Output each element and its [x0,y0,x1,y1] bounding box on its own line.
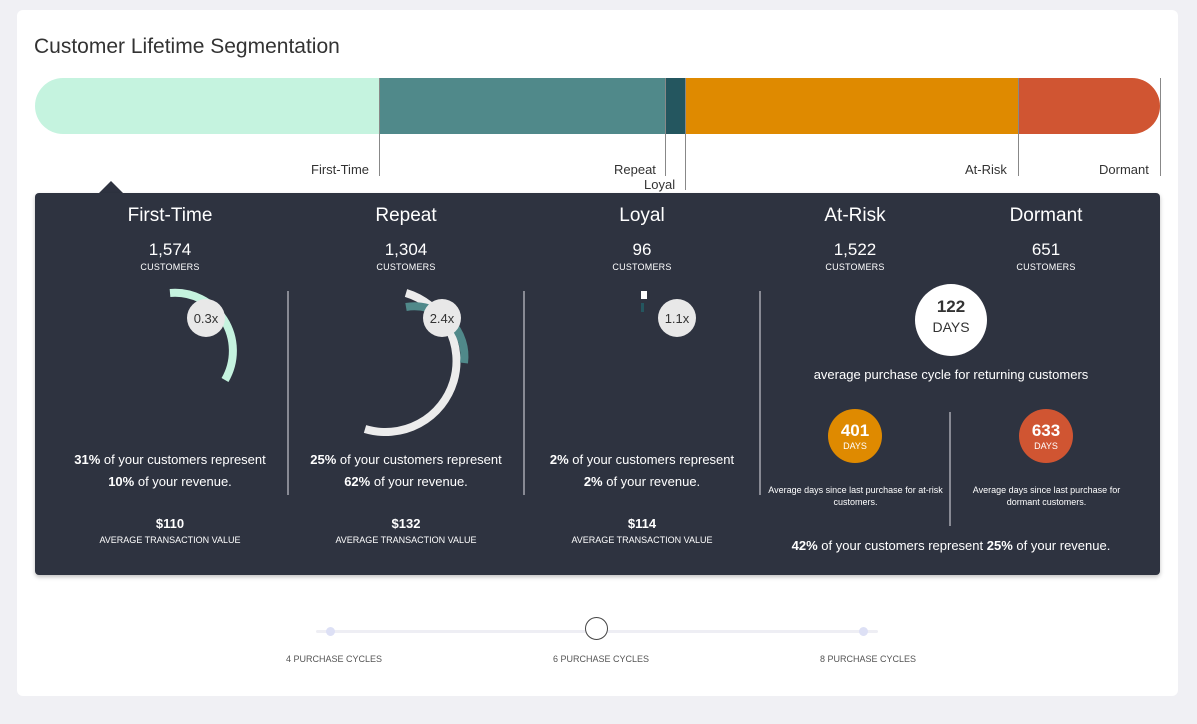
returning-cycle-caption: average purchase cycle for returning cus… [813,367,1089,382]
column-repeat: Repeat 1,304 CUSTOMERS 2.4x 25% of your … [271,193,541,575]
segment-detail-panel: First-Time 1,574 CUSTOMERS 0.3x 31% of y… [35,193,1160,575]
segment-first-time[interactable] [35,78,380,134]
column-divider [523,291,525,495]
bar-label-at-risk: At-Risk [965,162,1007,177]
returning-share-text: of your customers represent [817,538,987,553]
bar-label-repeat: Repeat [614,162,656,177]
marker-repeat [665,78,666,176]
segment-dormant[interactable] [1019,78,1160,134]
segment-name: First-Time [127,205,213,226]
column-divider [287,291,289,495]
share-description: 2% of your customers represent 2% of you… [507,449,777,493]
avg-transaction-label: AVERAGE TRANSACTION VALUE [99,535,241,545]
segment-name: Loyal [619,205,665,226]
marker-at-risk [1018,78,1019,176]
slider-label-8[interactable]: 8 PURCHASE CYCLES [820,654,917,664]
customer-count: 1,304 [384,240,428,259]
dormant-days-circle: 633 DAYS [1019,409,1073,463]
panel-pointer [98,181,124,194]
at-risk-days-circle: 401 DAYS [828,409,882,463]
customer-count: 96 [632,240,652,259]
returning-customers-share: 42% [791,538,818,553]
returning-revenue-text: of your revenue. [1012,538,1111,553]
bar-label-dormant: Dormant [1099,162,1149,177]
segment-loyal[interactable] [666,78,686,134]
customers-share: 31% [74,452,101,467]
page-title: Customer Lifetime Segmentation [34,35,340,58]
avg-transaction-value: $110 [155,516,185,531]
dormant-days-value: 633 [1031,421,1061,440]
customer-count-label: CUSTOMERS [825,262,885,272]
returning-days-circle: 122 DAYS [915,284,987,356]
customer-count-label: CUSTOMERS [376,262,436,272]
avg-transaction-value: $132 [391,516,421,531]
returning-days-unit: DAYS [932,319,970,335]
share-text: of your customers represent [568,452,735,467]
avg-transaction-label: AVERAGE TRANSACTION VALUE [571,535,713,545]
slider-label-4[interactable]: 4 PURCHASE CYCLES [286,654,383,664]
avg-transaction-value: $114 [627,516,657,531]
column-at-risk: At-Risk 1,522 CUSTOMERS [765,193,945,283]
at-risk-days-value: 401 [840,421,870,440]
dormant-days-unit: DAYS [1034,441,1058,451]
column-first-time: First-Time 1,574 CUSTOMERS 0.3x 31% of y… [35,193,305,575]
returning-share-description: 42% of your customers represent 25% of y… [771,538,1131,553]
column-dormant: Dormant 651 CUSTOMERS [955,193,1137,283]
share-description: 25% of your customers represent 62% of y… [271,449,541,493]
slider-stop-8[interactable] [859,627,868,636]
avg-transaction-label: AVERAGE TRANSACTION VALUE [335,535,477,545]
customer-count-label: CUSTOMERS [1016,262,1076,272]
column-divider [949,412,951,526]
bar-label-loyal: Loyal [644,177,676,192]
customer-count-label: CUSTOMERS [140,262,200,272]
returning-days-value: 122 [936,297,966,316]
share-text: of your customers represent [336,452,502,467]
revenue-gauge [641,291,647,312]
multiplier-badge: 0.3x [187,299,225,337]
customer-count-label: CUSTOMERS [612,262,672,272]
at-risk-days-unit: DAYS [843,441,867,451]
column-loyal: Loyal 96 CUSTOMERS 1.1x 2% of your custo… [507,193,777,575]
marker-loyal [685,78,686,190]
revenue-share: 10% [108,474,135,489]
marker-first-time [379,78,380,176]
slider-stop-4[interactable] [326,627,335,636]
segment-name: At-Risk [824,205,886,226]
customer-count: 1,574 [148,240,192,259]
multiplier-badge: 2.4x [423,299,461,337]
marker-dormant [1160,78,1161,176]
at-risk-days-caption: Average days since last purchase for at-… [768,485,943,507]
customers-share: 25% [310,452,337,467]
slider-handle[interactable] [585,617,608,640]
revenue-share: 2% [583,474,603,489]
share-text: of your customers represent [100,452,266,467]
revenue-text: of your revenue. [370,474,468,489]
customer-count: 1,522 [833,240,877,259]
column-divider [759,291,761,495]
revenue-text: of your revenue. [602,474,701,489]
revenue-text: of your revenue. [134,474,232,489]
revenue-gauge [169,288,237,383]
customers-share: 2% [549,452,569,467]
revenue-gauge [363,289,469,437]
segment-at-risk[interactable] [686,78,1019,134]
returning-revenue-share: 25% [986,538,1013,553]
share-description: 31% of your customers represent 10% of y… [35,449,305,493]
revenue-share: 62% [344,474,371,489]
multiplier-badge: 1.1x [658,299,696,337]
segment-repeat[interactable] [380,78,666,134]
customer-count: 651 [1031,240,1061,259]
segment-name: Dormant [1009,205,1083,226]
segment-name: Repeat [375,205,437,226]
slider-label-6[interactable]: 6 PURCHASE CYCLES [553,654,650,664]
segment-bar [35,78,1160,134]
dormant-days-caption: Average days since last purchase for dor… [972,485,1121,507]
bar-label-first-time: First-Time [311,162,370,177]
